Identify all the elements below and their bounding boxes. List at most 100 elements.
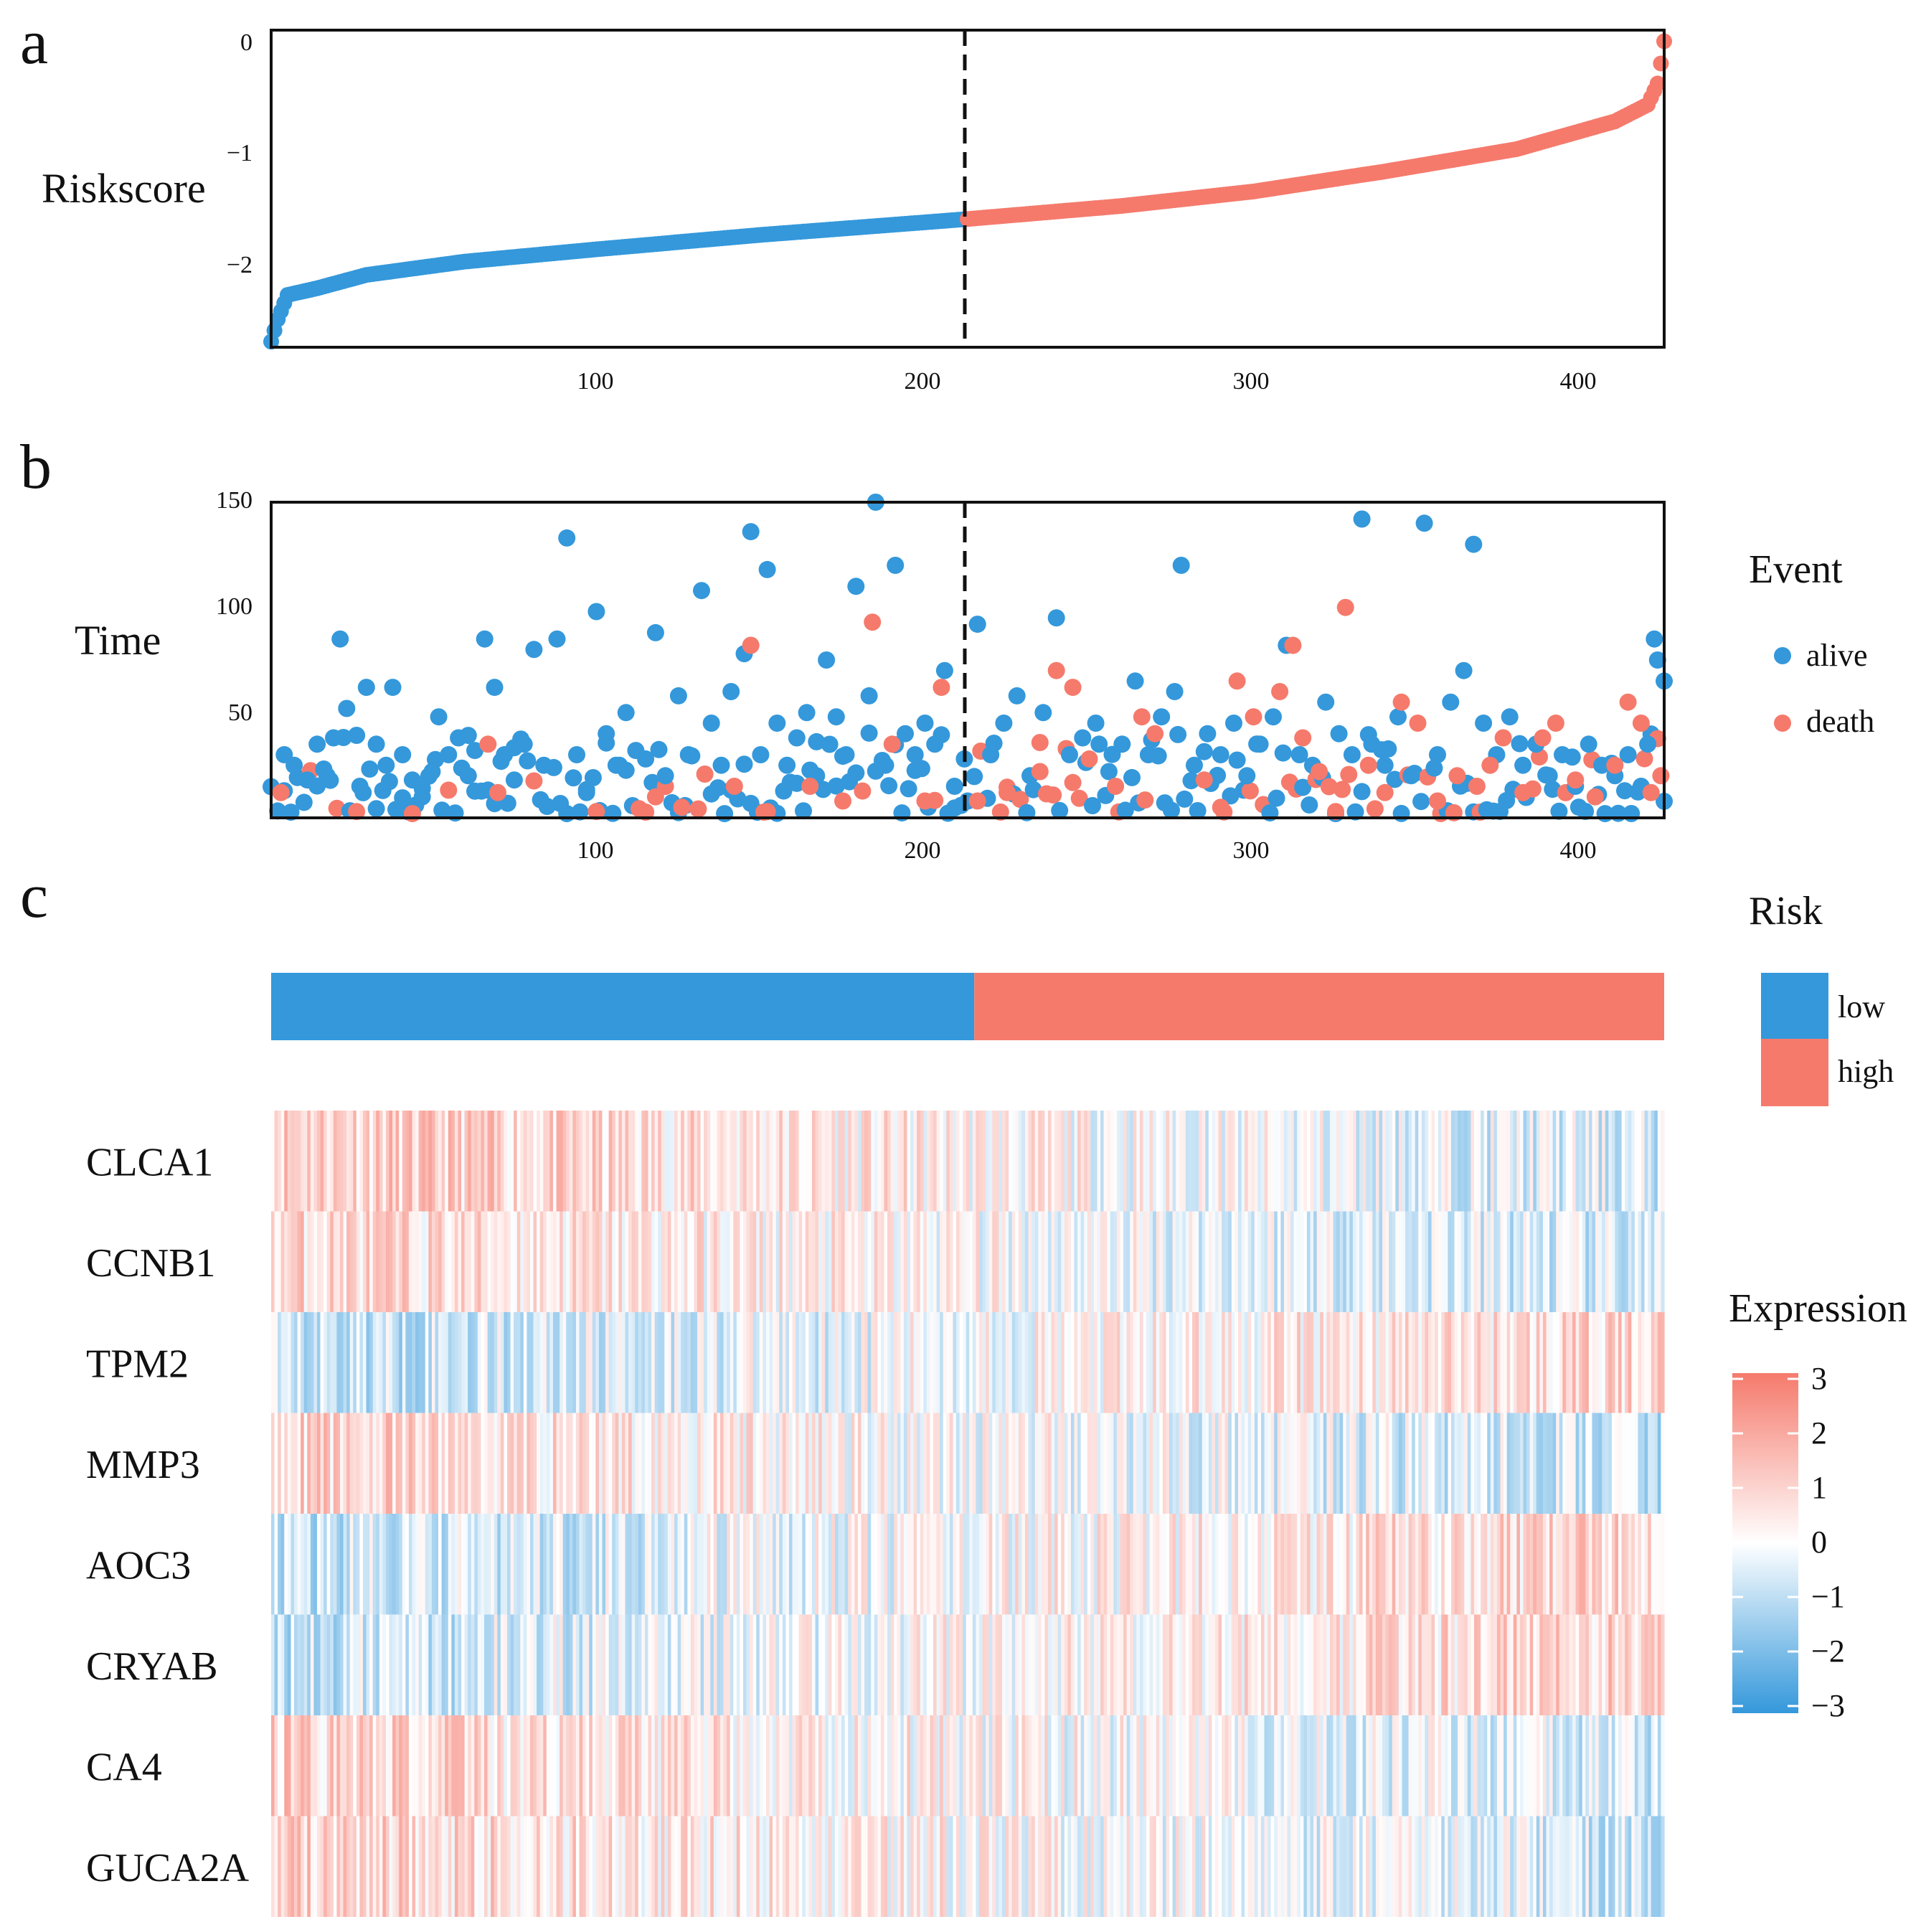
heatmap-cell (773, 1514, 777, 1615)
heatmap-cell (284, 1312, 288, 1413)
heatmap-cell (572, 1614, 577, 1715)
heatmap-cell (907, 1312, 911, 1413)
heatmap-cell (978, 1614, 983, 1715)
heatmap-cell (978, 1111, 983, 1212)
heatmap-cell (1343, 1211, 1347, 1312)
heatmap-cell (1395, 1816, 1399, 1917)
heatmap-cell (625, 1816, 629, 1917)
alive-point (1376, 756, 1394, 774)
heatmap-cell (713, 1312, 718, 1413)
death-point (1044, 786, 1062, 804)
heatmap-cell (704, 1111, 708, 1212)
heatmap-cell (775, 1312, 780, 1413)
heatmap-cell (408, 1816, 413, 1917)
heatmap-cell (763, 1211, 767, 1312)
heatmap-cell (1153, 1614, 1157, 1715)
heatmap-cell (1477, 1614, 1481, 1715)
heatmap-cell (1214, 1413, 1219, 1514)
heatmap-cell (811, 1816, 816, 1917)
heatmap-cell (1575, 1715, 1580, 1816)
heatmap-cell (802, 1816, 806, 1917)
death-point (1448, 767, 1466, 785)
alive-point (897, 725, 914, 743)
heatmap-cell (1199, 1312, 1203, 1413)
heatmap-cell (1487, 1111, 1491, 1212)
heatmap-cell (428, 1312, 433, 1413)
heatmap-cell (926, 1514, 931, 1615)
heatmap-cell (808, 1715, 813, 1816)
heatmap-cell (1032, 1211, 1036, 1312)
alive-point (384, 679, 402, 697)
heatmap-cell (648, 1211, 652, 1312)
heatmap-cell (959, 1614, 963, 1715)
heatmap-cell (458, 1312, 462, 1413)
heatmap-cell (1208, 1614, 1213, 1715)
heatmap-cell (1107, 1413, 1111, 1514)
heatmap-cell (1283, 1715, 1288, 1816)
alive-point (1195, 743, 1213, 760)
heatmap-cell (1519, 1111, 1524, 1212)
heatmap-cell (851, 1514, 855, 1615)
heatmap-cell (1336, 1211, 1341, 1312)
heatmap-cell (988, 1413, 993, 1514)
heatmap-cell (1277, 1614, 1281, 1715)
heatmap-cell (592, 1111, 596, 1212)
heatmap-cell (291, 1211, 295, 1312)
heatmap-cell (346, 1211, 351, 1312)
heatmap-cell (320, 1816, 324, 1917)
heatmap-cell (1277, 1211, 1281, 1312)
heatmap-cell (1615, 1413, 1619, 1514)
heatmap-cell (431, 1312, 436, 1413)
heatmap-cell (1326, 1715, 1331, 1816)
heatmap-cell (717, 1514, 721, 1615)
heatmap-cell (707, 1111, 711, 1212)
alive-point (1163, 801, 1180, 819)
heatmap-cell (854, 1514, 859, 1615)
heatmap-cell (704, 1211, 708, 1312)
heatmap-cell (1277, 1413, 1281, 1514)
heatmap-cell (1329, 1312, 1334, 1413)
heatmap-cell (546, 1715, 550, 1816)
heatmap-cell (867, 1514, 872, 1615)
heatmap-cell (431, 1816, 436, 1917)
heatmap-cell (690, 1514, 695, 1615)
heatmap-cell (1044, 1614, 1049, 1715)
heatmap-cell (301, 1816, 305, 1917)
heatmap-cell (562, 1413, 567, 1514)
heatmap-cell (765, 1413, 770, 1514)
heatmap-cell (1159, 1413, 1163, 1514)
heatmap-cell (995, 1111, 1000, 1212)
heatmap-cell (297, 1111, 301, 1212)
alive-point (604, 804, 622, 822)
heatmap-cell (1516, 1715, 1521, 1816)
heatmap-cell (1241, 1111, 1245, 1212)
heatmap-cell (690, 1816, 695, 1917)
heatmap-cell (343, 1111, 347, 1212)
heatmap-cell (746, 1816, 750, 1917)
heatmap-cell (537, 1211, 541, 1312)
heatmap-cell (1247, 1211, 1252, 1312)
heatmap-cell (1162, 1614, 1167, 1715)
heatmap-cell (1481, 1413, 1485, 1514)
alive-point (860, 724, 878, 742)
alive-point (331, 630, 349, 648)
heatmap-cell (422, 1111, 426, 1212)
heatmap-cell (658, 1312, 662, 1413)
heatmap-cell (1064, 1715, 1068, 1816)
heatmap-cell (1496, 1413, 1501, 1514)
heatmap-cell (1313, 1111, 1318, 1212)
heatmap-cell (333, 1211, 337, 1312)
alive-point (982, 746, 1000, 763)
heatmap-cell (431, 1111, 436, 1212)
alive-point (1616, 782, 1633, 800)
heatmap-cell (1379, 1111, 1383, 1212)
heatmap-cell (635, 1413, 639, 1514)
heatmap-cell (1214, 1715, 1219, 1816)
heatmap-cell (1605, 1715, 1609, 1816)
heatmap-cell (471, 1614, 475, 1715)
death-point (1409, 715, 1427, 732)
heatmap-cell (1477, 1111, 1481, 1212)
heatmap-cell (1392, 1614, 1396, 1715)
heatmap-cell (1481, 1614, 1485, 1715)
heatmap-cell (1247, 1614, 1252, 1715)
